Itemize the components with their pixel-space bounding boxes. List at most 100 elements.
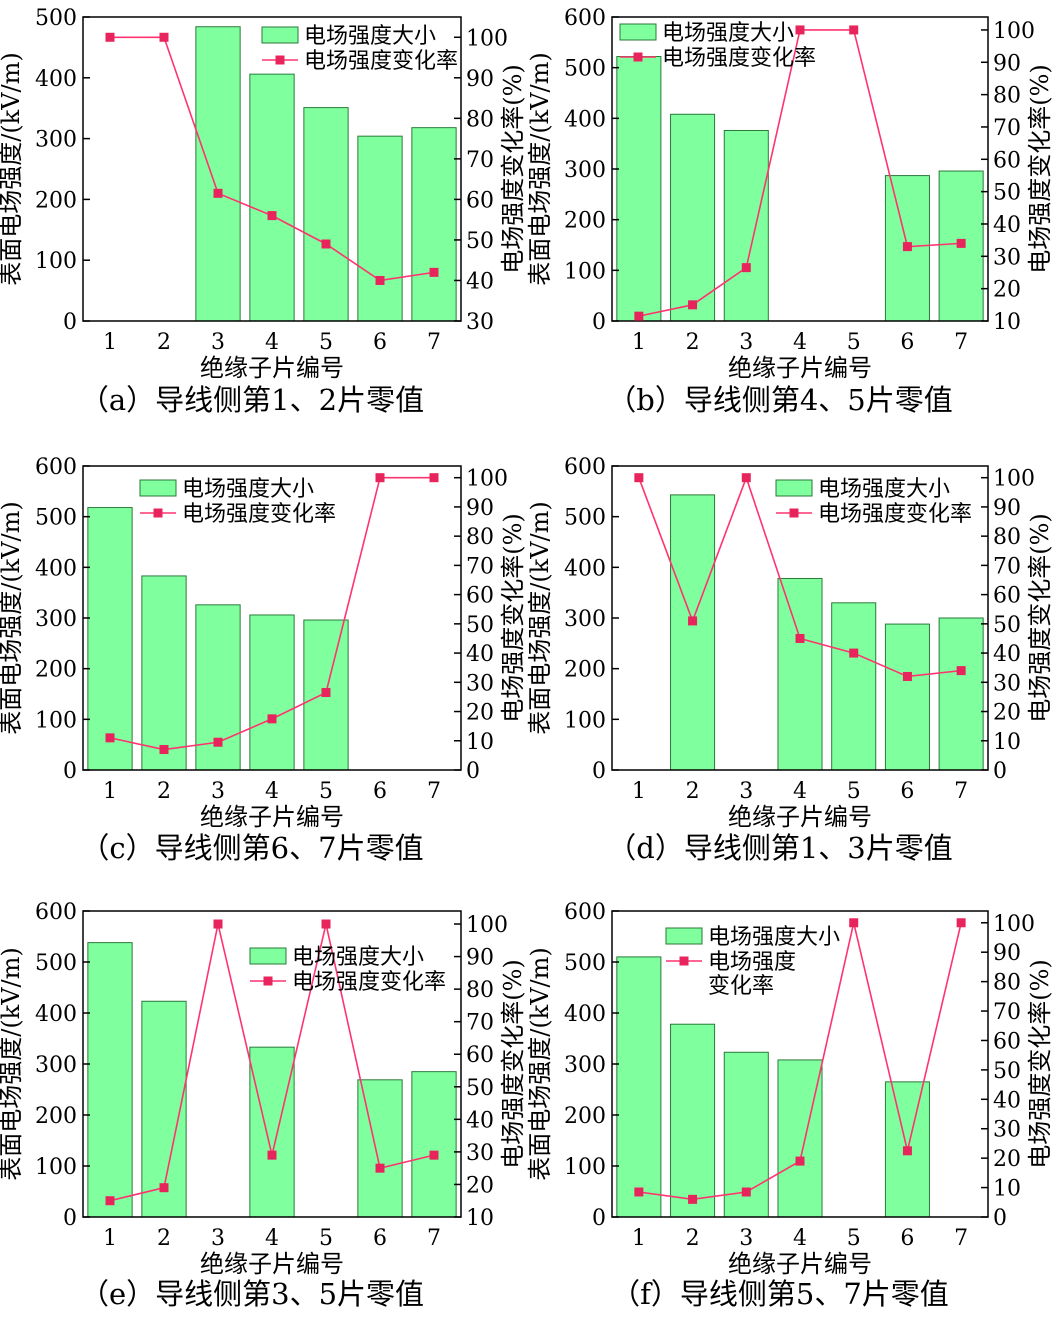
bar-3 — [723, 129, 769, 322]
rate-point-4 — [267, 714, 277, 724]
rate-point-1 — [634, 311, 644, 321]
y2-tick-label: 40 — [993, 213, 1021, 238]
rate-point-7 — [956, 238, 966, 248]
y-tick-label: 200 — [564, 658, 606, 683]
y2-tick-label: 30 — [466, 310, 494, 335]
x-tick-label: 6 — [373, 779, 387, 804]
rate-point-6 — [375, 1163, 385, 1173]
y2-tick-label: 70 — [993, 116, 1021, 141]
x-axis-title: 绝缘子片编号 — [200, 1250, 344, 1278]
y2-tick-label: 40 — [466, 1108, 494, 1133]
y-tick-label: 300 — [35, 607, 77, 632]
y2-tick-label: 60 — [993, 584, 1021, 609]
y2-tick-label: 40 — [993, 1088, 1021, 1113]
y2-tick-label: 100 — [466, 467, 508, 492]
chart-panel-c: 0 100 200 300 400 500 600 0 10 20 30 40 50 60 70 80 90 10… — [0, 455, 527, 865]
x-tick-label: 5 — [847, 1226, 861, 1251]
rate-point-5 — [849, 648, 859, 658]
y2-tick-label: 10 — [993, 1177, 1021, 1202]
x-tick-label: 5 — [847, 330, 861, 355]
bar-5 — [303, 107, 349, 322]
rate-point-7 — [429, 267, 439, 277]
x-tick-label: 4 — [265, 1226, 279, 1251]
y2-tick-label: 80 — [466, 978, 494, 1003]
legend-line-label: 电场强度变化率 — [662, 46, 816, 71]
y-tick-label: 600 — [35, 900, 77, 925]
x-tick-label: 2 — [157, 330, 171, 355]
bar-4 — [777, 1059, 823, 1218]
panel-caption: （f）导线侧第5、7片零值 — [611, 1277, 949, 1311]
y-tick-label: 500 — [564, 506, 606, 531]
x-tick-label: 3 — [211, 330, 225, 355]
y-tick-label: 100 — [35, 708, 77, 733]
y-tick-label: 0 — [592, 1206, 606, 1231]
x-tick-label: 6 — [900, 779, 914, 804]
y2-tick-label: 60 — [993, 1029, 1021, 1054]
legend-bar-label: 电场强度大小 — [662, 21, 794, 46]
y2-tick-label: 70 — [993, 1000, 1021, 1025]
x-tick-label: 2 — [686, 1226, 700, 1251]
rate-point-6 — [902, 671, 912, 681]
rate-point-1 — [105, 32, 115, 42]
x-tick-label: 1 — [103, 330, 117, 355]
y2-axis-title: 电场强度变化率(%) — [499, 513, 527, 723]
x-tick-label: 2 — [157, 1226, 171, 1251]
rate-point-2 — [688, 300, 698, 310]
y2-tick-label: 20 — [993, 1147, 1021, 1172]
y-tick-label: 0 — [63, 310, 77, 335]
rate-point-2 — [159, 745, 169, 755]
chart-panel-e: 0 100 200 300 400 500 600 10 20 30 40 50 60 70 80 90 100… — [0, 900, 527, 1311]
x-tick-label: 5 — [847, 779, 861, 804]
bar-4 — [249, 614, 295, 771]
x-tick-label: 5 — [319, 1226, 333, 1251]
legend-line-label: 电场强度变化率 — [304, 49, 458, 74]
legend-bar-swatch — [249, 947, 287, 965]
y-tick-label: 600 — [564, 900, 606, 925]
y2-tick-label: 50 — [466, 613, 494, 638]
y2-tick-label: 100 — [993, 467, 1035, 492]
legend-line-marker — [275, 55, 285, 65]
y-tick-label: 400 — [35, 1002, 77, 1027]
chart-panel-b: 0 100 200 300 400 500 600 10 20 30 40 50 60 70 80 90 100… — [526, 6, 1054, 417]
rate-point-6 — [902, 1146, 912, 1156]
bar-7 — [938, 617, 984, 771]
x-tick-label: 2 — [686, 779, 700, 804]
legend-bar-swatch — [665, 927, 703, 945]
panel-caption: （e）导线侧第3、5片零值 — [80, 1277, 424, 1311]
y2-tick-label: 30 — [466, 1141, 494, 1166]
y-tick-label: 500 — [35, 506, 77, 531]
legend-line-label: 电场强度变化率 — [708, 950, 796, 999]
legend-line-label: 电场强度变化率 — [292, 970, 446, 995]
x-tick-label: 3 — [739, 779, 753, 804]
x-axis-title: 绝缘子片编号 — [200, 354, 344, 382]
y2-tick-label: 70 — [466, 148, 494, 173]
y2-tick-label: 60 — [466, 584, 494, 609]
y2-tick-label: 80 — [993, 84, 1021, 109]
rate-point-3 — [213, 919, 223, 929]
rate-point-7 — [429, 473, 439, 483]
bar-1 — [87, 942, 133, 1218]
y2-tick-label: 50 — [466, 1076, 494, 1101]
x-tick-label: 1 — [632, 779, 646, 804]
legend-line-label: 电场强度变化率 — [182, 502, 336, 527]
y-tick-label: 200 — [564, 209, 606, 234]
y2-tick-label: 20 — [993, 701, 1021, 726]
x-tick-label: 4 — [793, 330, 807, 355]
y-tick-label: 600 — [564, 6, 606, 31]
legend-line-marker — [679, 956, 689, 966]
y2-tick-label: 70 — [466, 554, 494, 579]
rate-point-1 — [634, 473, 644, 483]
rate-point-2 — [159, 1183, 169, 1193]
rate-point-7 — [956, 666, 966, 676]
x-tick-label: 6 — [373, 330, 387, 355]
bar-1 — [616, 56, 662, 322]
bar-2 — [670, 494, 716, 771]
y2-tick-label: 90 — [993, 51, 1021, 76]
y2-tick-label: 50 — [993, 613, 1021, 638]
y2-tick-label: 50 — [993, 1059, 1021, 1084]
y2-tick-label: 90 — [466, 67, 494, 92]
